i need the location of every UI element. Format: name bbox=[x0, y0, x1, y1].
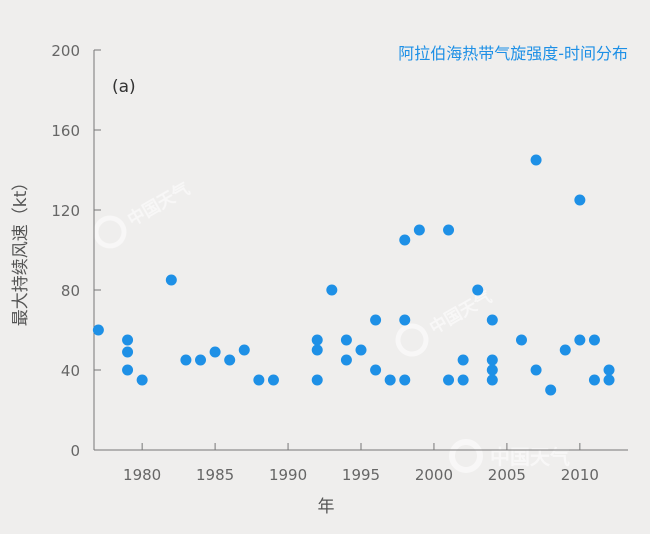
data-point bbox=[545, 384, 557, 396]
data-point bbox=[603, 374, 615, 386]
data-point bbox=[384, 374, 396, 386]
data-point bbox=[472, 284, 484, 296]
data-point bbox=[209, 346, 221, 358]
data-point bbox=[311, 344, 323, 356]
y-axis-title: 最大持续风速（kt） bbox=[11, 174, 31, 327]
data-point bbox=[136, 374, 148, 386]
y-tick-label: 80 bbox=[61, 282, 80, 300]
chart-title: 阿拉伯海热带气旋强度-时间分布 bbox=[398, 44, 628, 63]
data-point bbox=[326, 284, 338, 296]
y-tick-label: 200 bbox=[51, 42, 80, 60]
data-point bbox=[574, 194, 586, 206]
data-point bbox=[238, 344, 250, 356]
x-tick-label: 1990 bbox=[269, 466, 307, 484]
data-point bbox=[574, 334, 586, 346]
data-point bbox=[122, 334, 134, 346]
data-point bbox=[399, 234, 411, 246]
x-axis-title: 年 bbox=[318, 497, 335, 517]
data-point bbox=[195, 354, 207, 366]
data-point bbox=[253, 374, 265, 386]
y-tick-label: 120 bbox=[51, 202, 80, 220]
data-point bbox=[559, 344, 571, 356]
watermark-logo-3: 中国天气 bbox=[449, 439, 570, 473]
y-tick-label: 0 bbox=[70, 442, 80, 460]
data-point bbox=[92, 324, 104, 336]
data-point bbox=[486, 314, 498, 326]
x-tick-label: 2005 bbox=[488, 466, 526, 484]
x-tick-label: 1985 bbox=[196, 466, 234, 484]
data-point bbox=[180, 354, 192, 366]
data-point bbox=[122, 364, 134, 376]
data-point bbox=[355, 344, 367, 356]
data-point bbox=[224, 354, 236, 366]
y-tick-label: 160 bbox=[51, 122, 80, 140]
y-tick-label: 40 bbox=[61, 362, 80, 380]
data-point bbox=[603, 364, 615, 376]
data-point bbox=[486, 354, 498, 366]
x-ticks: 1980 1985 1990 1995 2000 2005 2010 bbox=[123, 443, 599, 484]
data-point bbox=[443, 224, 455, 236]
x-tick-label: 2010 bbox=[561, 466, 599, 484]
data-point bbox=[165, 274, 177, 286]
data-point bbox=[530, 364, 542, 376]
x-tick-label: 1995 bbox=[342, 466, 380, 484]
data-points bbox=[92, 154, 615, 396]
data-point bbox=[515, 334, 527, 346]
watermark-text-3: 中国天气 bbox=[490, 445, 570, 469]
data-point bbox=[486, 364, 498, 376]
data-point bbox=[457, 354, 469, 366]
data-point bbox=[399, 314, 411, 326]
data-point bbox=[399, 374, 411, 386]
y-ticks: 0 40 80 120 160 200 bbox=[51, 42, 101, 460]
data-point bbox=[457, 374, 469, 386]
watermark-group: 中国天气 中国天气 中国天气 bbox=[93, 178, 570, 473]
data-point bbox=[311, 374, 323, 386]
data-point bbox=[588, 334, 600, 346]
data-point bbox=[443, 374, 455, 386]
watermark-logo-1: 中国天气 bbox=[93, 178, 193, 249]
watermark-text-2: 中国天气 bbox=[426, 286, 495, 338]
data-point bbox=[340, 334, 352, 346]
data-point bbox=[530, 154, 542, 166]
x-tick-label: 2000 bbox=[415, 466, 453, 484]
data-point bbox=[370, 364, 382, 376]
data-point bbox=[486, 374, 498, 386]
data-point bbox=[413, 224, 425, 236]
data-point bbox=[267, 374, 279, 386]
data-point bbox=[370, 314, 382, 326]
panel-label: (a) bbox=[112, 77, 136, 97]
data-point bbox=[588, 374, 600, 386]
x-tick-label: 1980 bbox=[123, 466, 161, 484]
data-point bbox=[122, 346, 134, 358]
watermark-text-1: 中国天气 bbox=[124, 178, 193, 230]
data-point bbox=[340, 354, 352, 366]
data-point bbox=[311, 334, 323, 346]
